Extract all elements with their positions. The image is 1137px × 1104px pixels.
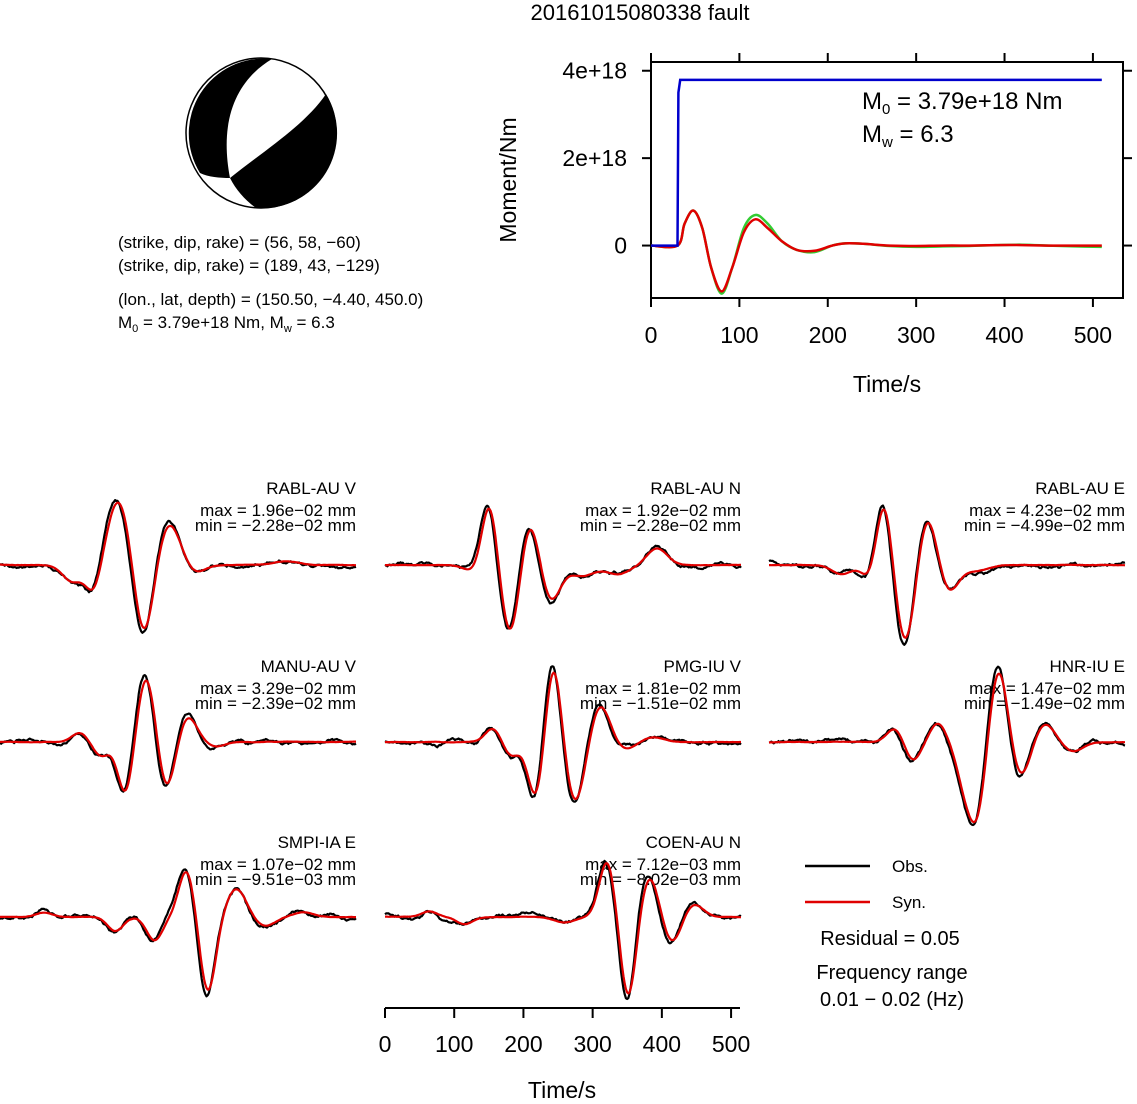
moment-m0-label: M0 = 3.79e+18 Nm — [862, 88, 1062, 118]
time-axis-tick-label: 500 — [712, 1031, 750, 1057]
observed-trace — [0, 868, 357, 998]
station-label: HNR-IU E — [1049, 657, 1125, 676]
max-amplitude-label: max = 1.92e−02 mm — [585, 501, 741, 520]
waveform-time-axis: 0 100 200 300 400 500 Time/s — [379, 1007, 750, 1103]
synthetic-trace — [385, 862, 742, 995]
frequency-range-label: Frequency range — [816, 962, 967, 984]
time-axis-label: Time/s — [528, 1077, 596, 1103]
max-amplitude-label: max = 1.81e−02 mm — [585, 679, 741, 698]
min-amplitude-label: min = −1.49e−02 mm — [964, 694, 1125, 713]
min-amplitude-label: min = −9.51e−03 mm — [195, 870, 356, 889]
moment-xlabel: Time/s — [853, 371, 921, 397]
min-amplitude-label: min = −1.51e−02 mm — [580, 694, 741, 713]
synthetic-trace — [385, 507, 741, 630]
figure-title: 20161015080338 fault — [531, 0, 750, 25]
moment-xtick-label: 300 — [897, 322, 935, 348]
observed-trace — [768, 665, 1126, 827]
synthetic-trace — [0, 501, 356, 629]
station-label: RABL-AU N — [650, 479, 741, 498]
station-label: MANU-AU V — [261, 657, 357, 676]
moment-rate-panel: Moment/Nm Time/s 0 2e+18 4e+18 0 100 200 300 4… — [495, 53, 1132, 397]
moment-ytick-label: 4e+18 — [562, 58, 627, 84]
legend-syn-label: Syn. — [892, 893, 926, 912]
beachball-compressional-west — [188, 58, 272, 178]
min-amplitude-label: min = −2.39e−02 mm — [195, 694, 356, 713]
moment-summary-line: M0 = 3.79e+18 Nm, Mw = 6.3 — [118, 313, 335, 335]
max-amplitude-label: max = 1.47e−02 mm — [969, 679, 1125, 698]
station-label: COEN-AU N — [646, 833, 741, 852]
station-label: SMPI-IA E — [278, 833, 356, 852]
synthetic-trace — [0, 871, 356, 991]
time-axis-tick-label: 100 — [435, 1031, 473, 1057]
moment-mw-label: Mw = 6.3 — [862, 121, 954, 151]
moment-ylabel: Moment/Nm — [495, 117, 521, 242]
focal-mechanism-beachball — [185, 57, 338, 209]
time-axis-tick-label: 200 — [504, 1031, 542, 1057]
moment-xtick-label: 200 — [809, 322, 847, 348]
synthetic-trace — [769, 672, 1125, 824]
min-amplitude-label: min = −2.28e−02 mm — [580, 516, 741, 535]
synthetic-trace — [769, 508, 1126, 639]
max-amplitude-label: max = 3.29e−02 mm — [200, 679, 356, 698]
moment-xtick-label: 100 — [720, 322, 758, 348]
moment-xticks: 0 100 200 300 400 500 — [645, 53, 1112, 348]
synthetic-trace — [0, 679, 356, 792]
moment-xtick-label: 0 — [645, 322, 658, 348]
moment-xtick-label: 400 — [985, 322, 1023, 348]
legend-obs-label: Obs. — [892, 857, 928, 876]
max-amplitude-label: max = 4.23e−02 mm — [969, 501, 1125, 520]
mechanism-line-2: (strike, dip, rake) = (189, 43, −129) — [118, 256, 380, 275]
time-axis-tick-label: 400 — [643, 1031, 681, 1057]
synthetic-trace — [385, 671, 741, 800]
location-line: (lon., lat, depth) = (150.50, −4.40, 450… — [118, 290, 423, 309]
moment-ytick-label: 2e+18 — [562, 145, 627, 171]
moment-xtick-label: 500 — [1074, 322, 1112, 348]
max-amplitude-label: max = 1.96e−02 mm — [200, 501, 356, 520]
moment-ytick-label: 0 — [614, 233, 627, 259]
residual-text: Residual = 0.05 — [820, 928, 960, 950]
moment-yticks: 0 2e+18 4e+18 — [562, 58, 1132, 259]
stf-green-curve — [650, 209, 1102, 295]
frequency-range-value: 0.01 − 0.02 (Hz) — [820, 989, 964, 1011]
min-amplitude-label: min = −2.28e−02 mm — [195, 516, 356, 535]
time-axis-tick-label: 0 — [379, 1031, 392, 1057]
max-amplitude-label: max = 7.12e−03 mm — [585, 855, 741, 874]
moment-lines — [650, 78, 1102, 295]
moment-curve — [651, 78, 1102, 247]
mechanism-info: (strike, dip, rake) = (56, 58, −60) (str… — [118, 233, 423, 335]
station-label: RABL-AU V — [266, 479, 356, 498]
max-amplitude-label: max = 1.07e−02 mm — [200, 855, 356, 874]
beachball-compressional-east — [230, 94, 338, 209]
time-axis-ticks: 0 100 200 300 400 500 — [379, 1008, 750, 1057]
station-label: PMG-IU V — [664, 657, 742, 676]
stf-red-curve — [650, 209, 1102, 293]
min-amplitude-label: min = −8.02e−03 mm — [580, 870, 741, 889]
moment-plot-frame — [650, 61, 1124, 299]
station-label: RABL-AU E — [1035, 479, 1125, 498]
min-amplitude-label: min = −4.99e−02 mm — [964, 516, 1125, 535]
time-axis-tick-label: 300 — [573, 1031, 611, 1057]
mechanism-line-1: (strike, dip, rake) = (56, 58, −60) — [118, 233, 361, 252]
legend: Obs. Syn. Residual = 0.05 Frequency rang… — [805, 857, 968, 1011]
